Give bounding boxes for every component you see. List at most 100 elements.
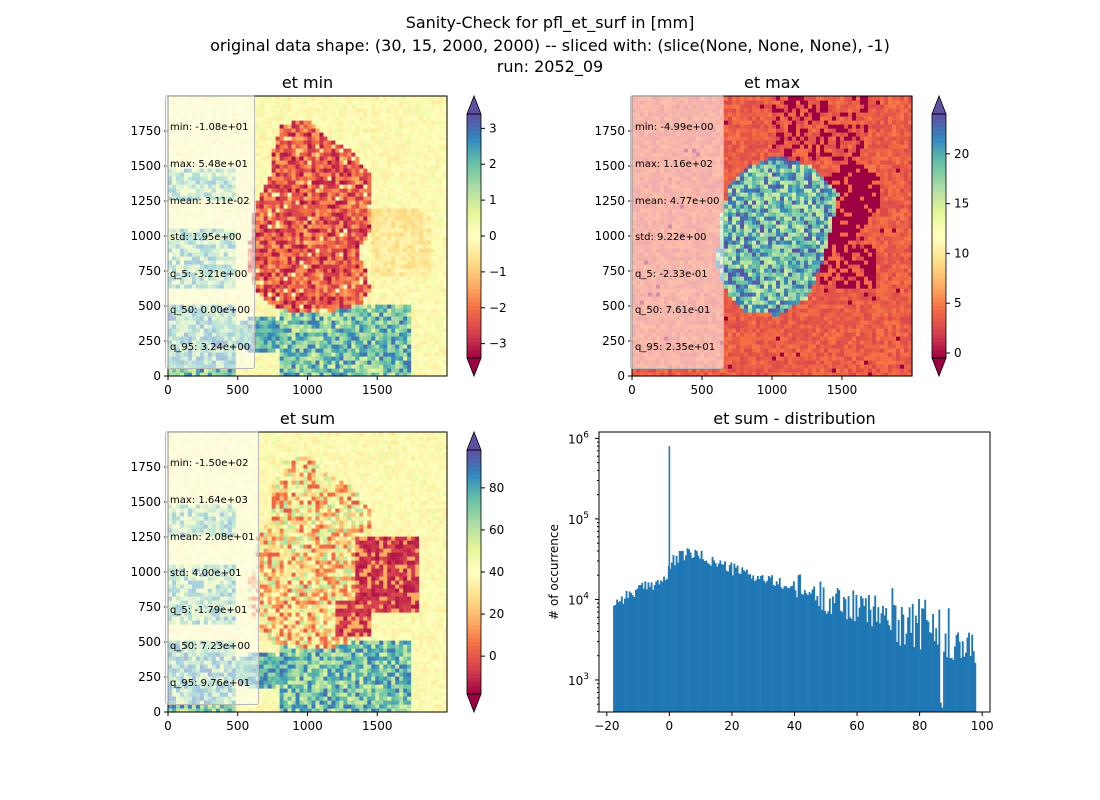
- heatmap-cell: [267, 248, 273, 253]
- heatmap-cell: [431, 372, 436, 377]
- heatmap-cell: [387, 288, 392, 293]
- heatmap-cell: [435, 184, 440, 189]
- heatmap-cell: [307, 252, 313, 257]
- heatmap-cell: [407, 268, 412, 273]
- heatmap-cell: [411, 324, 416, 329]
- heatmap-cell: [243, 368, 249, 373]
- heatmap-cell: [355, 296, 360, 301]
- heatmap-cell: [347, 320, 352, 325]
- heatmap-cell: [363, 112, 368, 117]
- heatmap-cell: [307, 124, 313, 129]
- heatmap-cell: [423, 324, 428, 329]
- heatmap-cell: [307, 360, 313, 365]
- heatmap-cell: [303, 208, 309, 213]
- heatmap-cell: [323, 100, 329, 105]
- heatmap-cell: [367, 356, 372, 361]
- heatmap-cell: [311, 324, 317, 329]
- heatmap-cell: [291, 144, 297, 149]
- heatmap-cell: [423, 264, 428, 269]
- heatmap-cell: [335, 256, 340, 261]
- heatmap-cell: [435, 344, 440, 349]
- heatmap-cell: [375, 336, 380, 341]
- heatmap-cell: [431, 100, 436, 105]
- heatmap-cell: [391, 372, 396, 377]
- heatmap-cell: [327, 316, 333, 321]
- heatmap-cell: [395, 216, 400, 221]
- heatmap-cell: [399, 204, 404, 209]
- heatmap-cell: [443, 344, 448, 349]
- heatmap-cell: [355, 316, 360, 321]
- heatmap-cell: [339, 152, 344, 157]
- heatmap-cell: [307, 312, 313, 317]
- heatmap-cell: [415, 276, 420, 281]
- heatmap-cell: [323, 136, 329, 141]
- heatmap-cell: [343, 308, 348, 313]
- heatmap-cell: [355, 352, 360, 357]
- heatmap-cell: [259, 240, 265, 245]
- heatmap-cell: [359, 264, 364, 269]
- heatmap-cell: [411, 296, 416, 301]
- heatmap-cell: [331, 316, 336, 321]
- heatmap-cell: [275, 104, 281, 109]
- heatmap-cell: [299, 148, 305, 153]
- colorbar-segment: [467, 231, 481, 237]
- heatmap-cell: [403, 172, 408, 177]
- heatmap-cell: [175, 372, 181, 377]
- heatmap-cell: [283, 208, 289, 213]
- heatmap-cell: [307, 104, 313, 109]
- heatmap-cell: [431, 228, 436, 233]
- heatmap-cell: [299, 140, 305, 145]
- heatmap-cell: [279, 272, 285, 277]
- heatmap-cell: [347, 248, 352, 253]
- colorbar-segment: [467, 248, 481, 253]
- heatmap-cell: [291, 276, 297, 281]
- heatmap-cell: [403, 160, 408, 165]
- heatmap-cell: [259, 344, 265, 349]
- heatmap-cell: [319, 292, 325, 297]
- heatmap-cell: [415, 248, 420, 253]
- heatmap-cell: [391, 264, 396, 269]
- heatmap-cell: [319, 304, 325, 309]
- heatmap-cell: [315, 236, 321, 241]
- heatmap-cell: [339, 100, 344, 105]
- heatmap-cell: [323, 156, 329, 161]
- heatmap-cell: [387, 180, 392, 185]
- heatmap-cell: [335, 300, 340, 305]
- heatmap-cell: [343, 240, 348, 245]
- heatmap-cell: [287, 120, 293, 125]
- heatmap-cell: [403, 96, 408, 101]
- heatmap-cell: [291, 368, 297, 373]
- heatmap-cell: [431, 264, 436, 269]
- heatmap-cell: [395, 240, 400, 245]
- heatmap-cell: [287, 320, 293, 325]
- heatmap-cell: [403, 260, 408, 265]
- heatmap-cell: [391, 236, 396, 241]
- heatmap-cell: [387, 132, 392, 137]
- heatmap-cell: [279, 120, 285, 125]
- heatmap-cell: [383, 216, 388, 221]
- heatmap-cell: [315, 140, 321, 145]
- heatmap-cell: [323, 312, 329, 317]
- heatmap-cell: [407, 368, 412, 373]
- heatmap-cell: [279, 124, 285, 129]
- heatmap-cell: [411, 172, 416, 177]
- heatmap-cell: [259, 264, 265, 269]
- heatmap-cell: [291, 260, 297, 265]
- heatmap-cell: [303, 180, 309, 185]
- heatmap-cell: [383, 128, 388, 133]
- heatmap-cell: [419, 168, 424, 173]
- heatmap-cell: [287, 176, 293, 181]
- heatmap-cell: [387, 280, 392, 285]
- heatmap-cell: [299, 280, 305, 285]
- heatmap-cell: [375, 216, 380, 221]
- heatmap-cell: [371, 200, 376, 205]
- heatmap-cell: [343, 116, 348, 121]
- heatmap-cell: [375, 128, 380, 133]
- heatmap-cell: [283, 356, 289, 361]
- heatmap-cell: [343, 288, 348, 293]
- heatmap-cell: [267, 220, 273, 225]
- heatmap-cell: [291, 248, 297, 253]
- heatmap-cell: [415, 344, 420, 349]
- heatmap-cell: [431, 312, 436, 317]
- heatmap-cell: [419, 172, 424, 177]
